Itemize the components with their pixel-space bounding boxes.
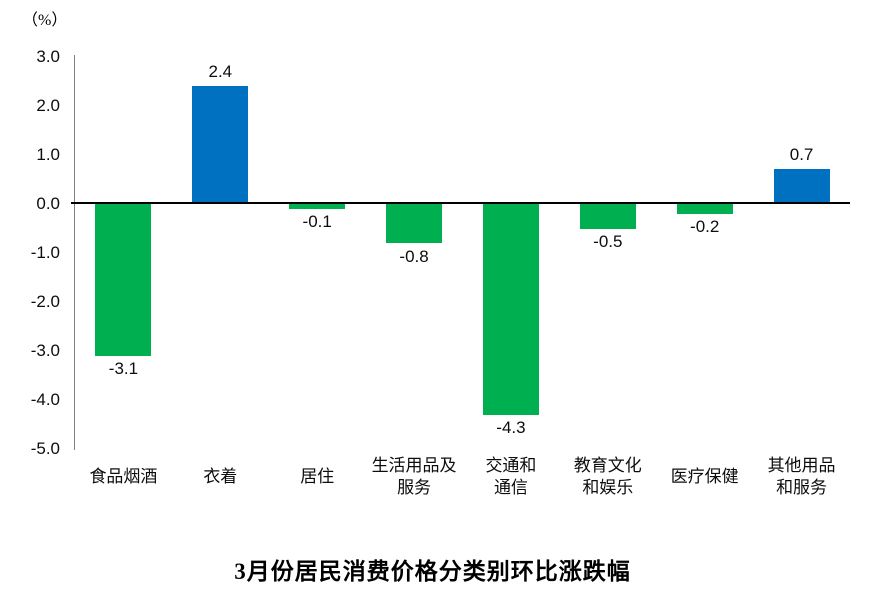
- bar-value-label: -4.3: [496, 418, 526, 438]
- x-category-label-line: 和服务: [776, 478, 828, 497]
- chart-bar: [289, 204, 346, 209]
- chart-bar: [579, 204, 636, 229]
- bar-value-label: -0.5: [593, 232, 623, 251]
- bar-value-label: -0.8: [399, 246, 429, 266]
- x-category-label-line: 生活用品及: [371, 456, 457, 475]
- x-category-label-line: 交通和: [485, 456, 537, 475]
- bar-value-label: 0.7: [789, 145, 814, 165]
- chart-bar: [192, 85, 249, 204]
- chart-bar: [676, 204, 733, 214]
- x-category-label: 其他用品 和服务: [753, 448, 850, 506]
- x-category-label: 教育文化 和娱乐: [559, 448, 656, 506]
- y-tick-label: 0.0: [36, 193, 60, 213]
- x-category-label: 衣着: [172, 448, 269, 506]
- chart-bar: [95, 204, 152, 356]
- x-category-label-line: 医疗保健: [670, 467, 739, 486]
- x-category-label-line: 其他用品: [767, 456, 836, 475]
- x-category-label: 生活用品及 服务: [366, 448, 463, 506]
- zero-baseline: [71, 202, 850, 204]
- chart-bar: [386, 204, 443, 244]
- y-tick-label: -2.0: [30, 291, 60, 311]
- x-category-label-line: 通信: [493, 478, 528, 497]
- bar-value-label: -0.2: [690, 217, 720, 237]
- x-category-label-line: 衣着: [203, 467, 238, 486]
- x-category-label: 居住: [269, 448, 366, 506]
- y-tick-label: 2.0: [36, 95, 60, 115]
- x-category-label: 医疗保健: [656, 448, 753, 506]
- x-category-label-line: 教育文化: [573, 456, 642, 475]
- x-category-label: 交通和 通信: [463, 448, 560, 506]
- y-tick-label: -4.0: [30, 389, 60, 409]
- chart-title: 3月份居民消费价格分类别环比涨跌幅: [234, 559, 631, 584]
- bar-value-label: -0.1: [302, 212, 332, 232]
- y-tick-label: 1.0: [36, 144, 60, 164]
- bar-value-label: 2.4: [208, 61, 233, 81]
- y-tick-label: -5.0: [30, 438, 60, 458]
- bar-value-label: -3.1: [108, 359, 139, 379]
- y-axis-line: [74, 55, 75, 450]
- x-category-label: 食品烟酒: [75, 448, 172, 506]
- x-category-label-line: 居住: [300, 467, 335, 486]
- y-axis-unit-label: （%）: [22, 12, 68, 29]
- x-category-label-line: 和娱乐: [582, 478, 634, 497]
- chart-bar: [482, 204, 539, 415]
- y-tick-label: -3.0: [30, 340, 60, 360]
- chart-bar: [773, 169, 830, 204]
- x-category-label-line: 服务: [397, 478, 432, 497]
- x-category-label-line: 食品烟酒: [89, 467, 158, 486]
- y-tick-label: 3.0: [36, 46, 60, 66]
- y-tick-label: -1.0: [30, 242, 60, 262]
